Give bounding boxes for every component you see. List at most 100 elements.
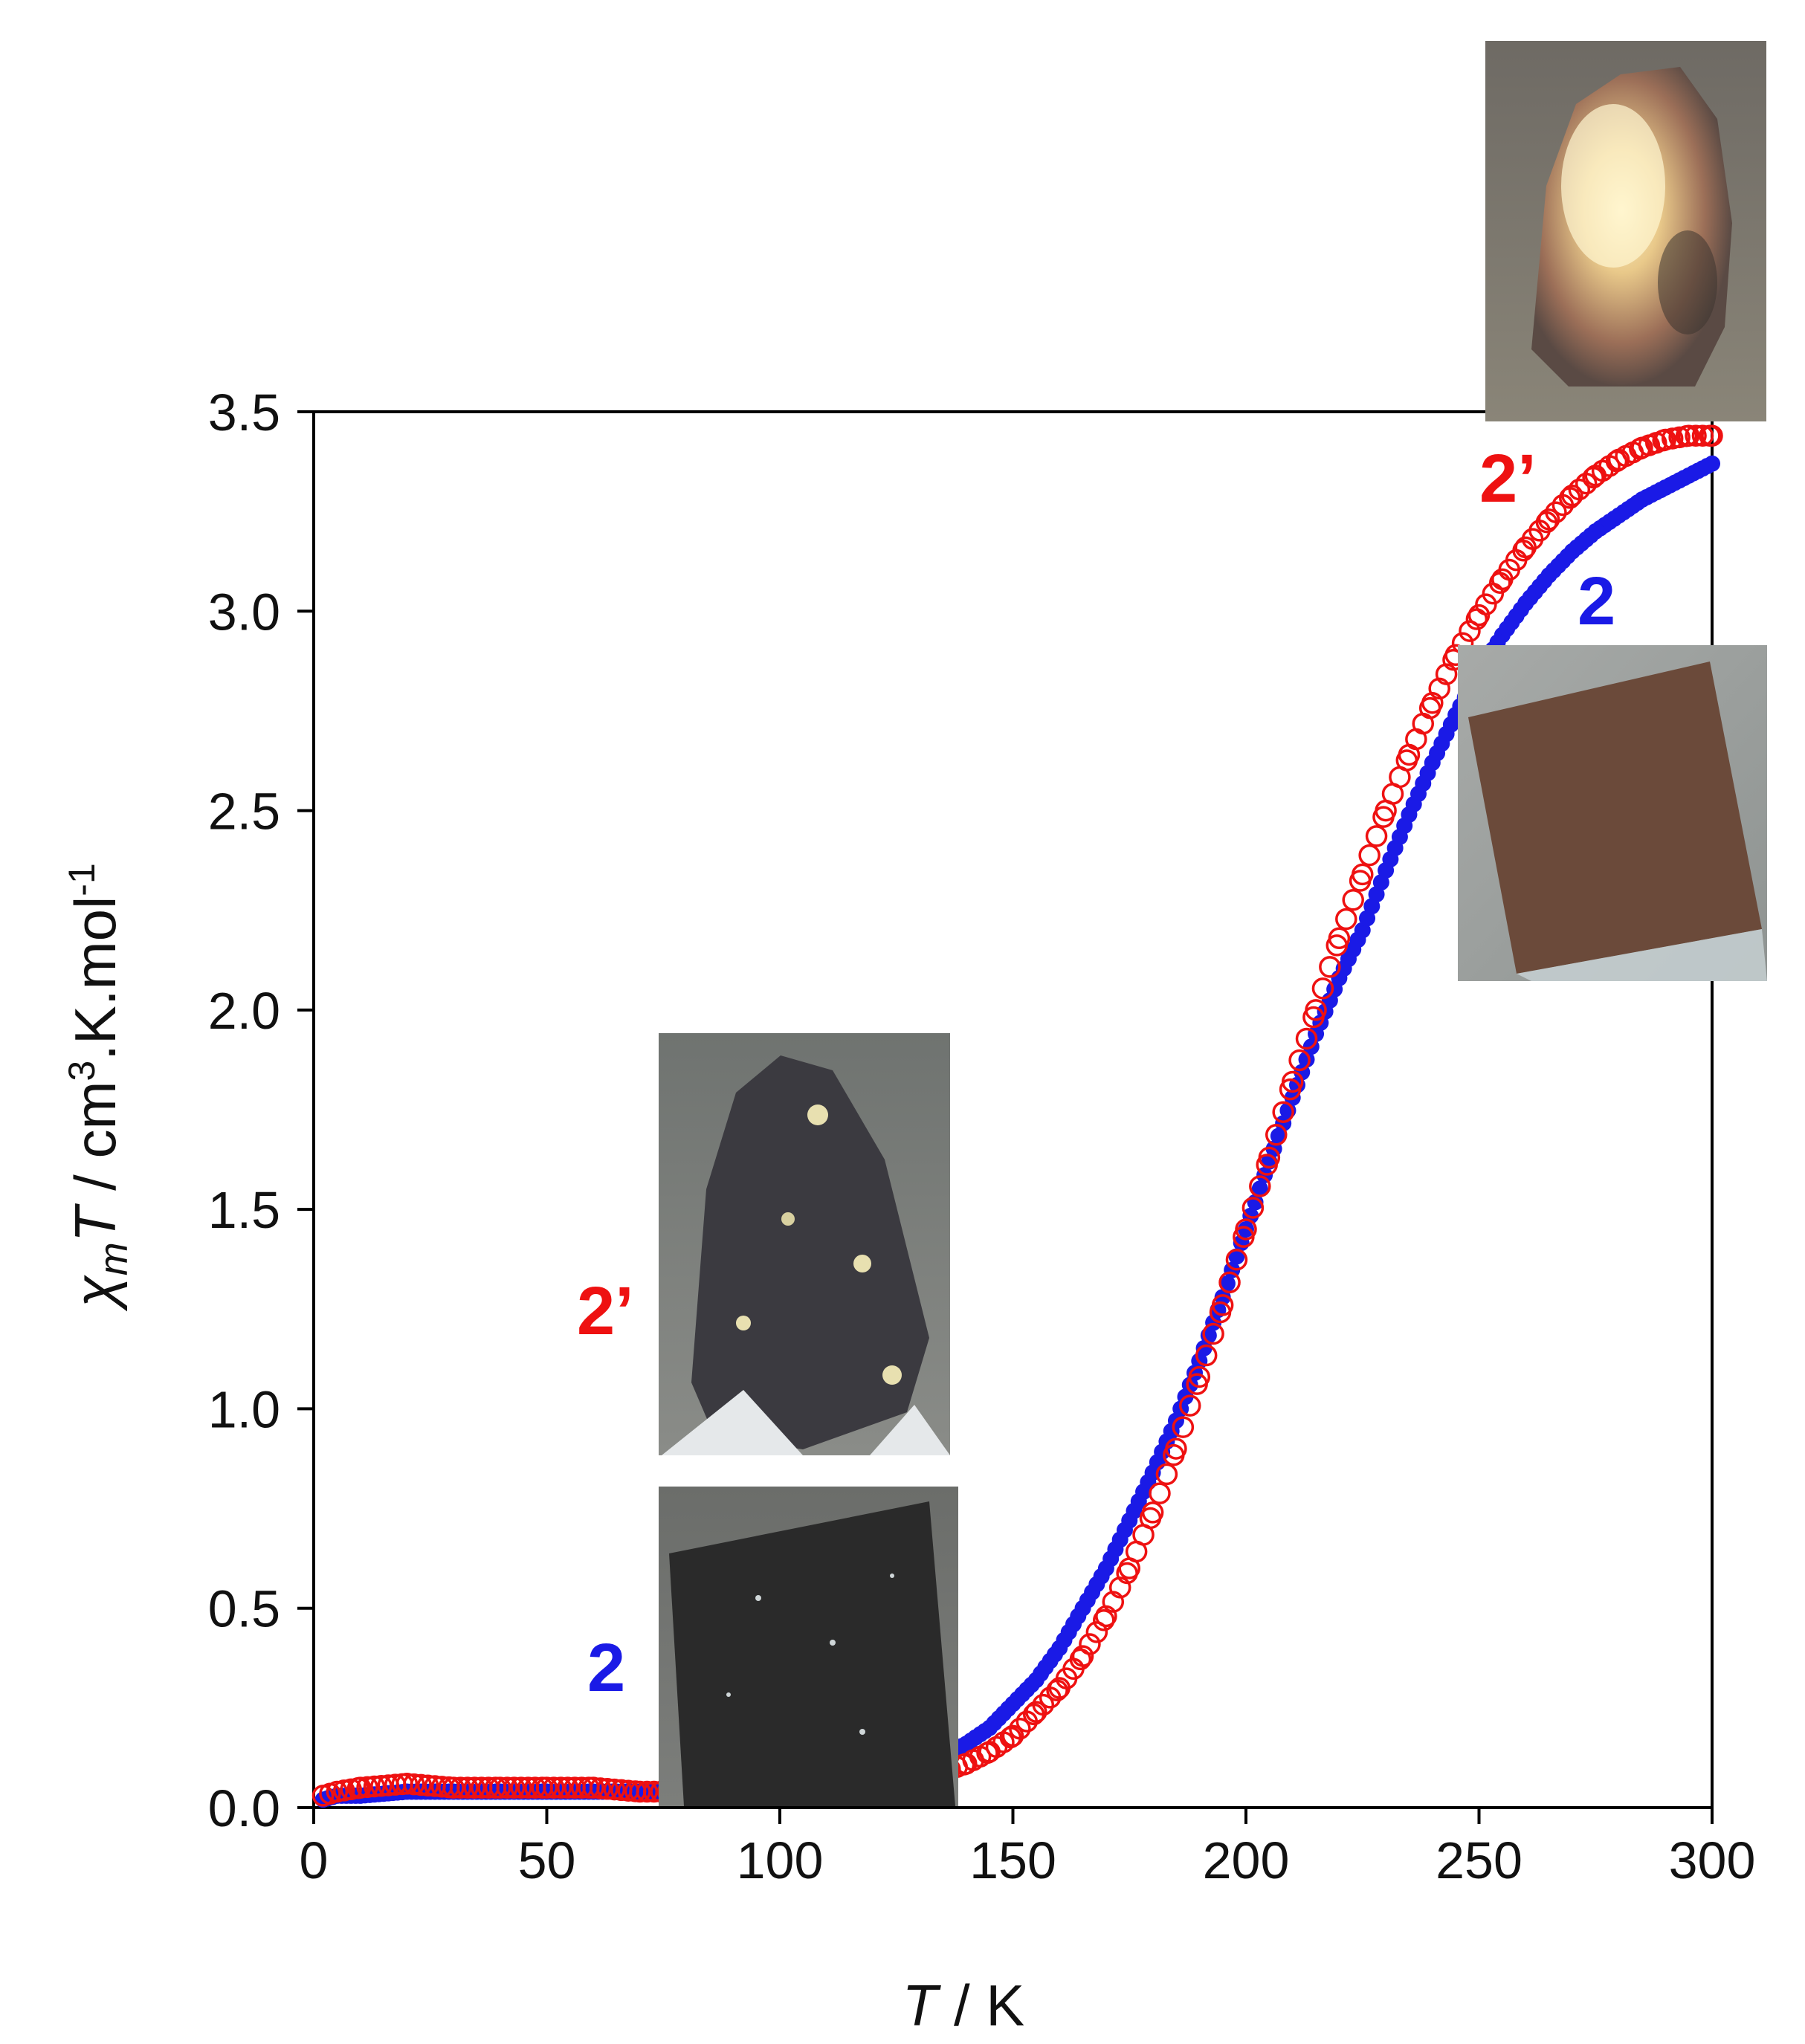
data-point-series-2-prime: [1352, 863, 1374, 886]
x-tick-label: 200: [1203, 1831, 1290, 1889]
data-point-series-2-prime: [1188, 1365, 1211, 1388]
annotation-2-upper: 2: [1578, 563, 1615, 639]
inset-photo-top-right: [1485, 41, 1766, 421]
data-point-series-2-prime: [1085, 1621, 1108, 1643]
data-point-series-2-prime: [603, 1778, 626, 1801]
x-axis-label-unit: / K: [937, 1973, 1024, 2038]
data-point-series-2-prime: [1295, 1027, 1318, 1050]
y-tick-label: 3.0: [208, 583, 280, 641]
data-point-series-2-prime: [1218, 1271, 1241, 1294]
data-point-series-2-prime: [403, 1773, 425, 1796]
y-tick-label: 0.0: [208, 1779, 280, 1837]
data-point-series-2-prime: [589, 1777, 612, 1799]
data-point-series-2: [1704, 455, 1720, 472]
x-tick-label: 250: [1436, 1831, 1523, 1889]
data-point-series-2-prime: [1668, 426, 1691, 449]
data-point-series-2-prime: [449, 1776, 472, 1799]
data-point-series-2-prime: [1319, 956, 1341, 978]
data-point-series-2-prime: [1358, 844, 1381, 867]
data-point-series-2: [1214, 1289, 1231, 1306]
data-point-series-2-prime: [1365, 825, 1388, 847]
data-point-series-2-prime: [349, 1776, 372, 1799]
x-tick-labels: 0 50 100 150 200 250 300: [300, 1831, 1756, 1889]
data-point-series-2-prime: [596, 1778, 619, 1800]
y-tick-label: 3.5: [208, 384, 280, 442]
x-tick-label: 0: [300, 1831, 329, 1889]
y-tick-label: 1.5: [208, 1181, 280, 1239]
data-point-series-2-prime: [1079, 1633, 1101, 1655]
data-point-series-2: [1238, 1220, 1254, 1238]
data-point-series-2-prime: [1071, 1645, 1094, 1667]
data-point-series-2-prime: [456, 1776, 479, 1799]
data-point-series-2-prime: [340, 1778, 362, 1801]
y-axis-label-unit-1: / cm: [62, 1081, 128, 1207]
data-point-series-2-prime: [1335, 908, 1357, 931]
data-point-series-2-prime: [1701, 424, 1723, 447]
data-point-series-2-prime: [489, 1776, 511, 1799]
data-point-series-2-prime: [1265, 1124, 1288, 1146]
data-point-series-2-prime: [410, 1773, 432, 1796]
y-axis-label: χmT / cm3.K.mol-1: [61, 863, 136, 1312]
data-point-series-2-prime: [629, 1780, 651, 1803]
data-point-series-2-prime: [1165, 1437, 1187, 1460]
annotation-2-lower: 2: [587, 1630, 625, 1706]
data-point-series-2-prime: [535, 1776, 558, 1799]
data-point-series-2-prime: [1661, 427, 1684, 450]
data-point-series-2-prime: [395, 1773, 419, 1795]
data-point-series-2-prime: [1241, 1197, 1265, 1219]
data-point-series-2-prime: [326, 1780, 349, 1803]
y-axis-label-t: T: [62, 1203, 128, 1242]
x-axis-label: T / K: [902, 1973, 1025, 2038]
data-point-series-2-prime: [1467, 604, 1491, 627]
data-point-series-2-prime: [363, 1775, 386, 1798]
data-point-series-2-prime: [356, 1776, 378, 1799]
data-point-series-2: [1218, 1275, 1236, 1292]
inset-photo-right: [1458, 645, 1767, 981]
y-tick-labels: 0.0 0.5 1.0 1.5 2.0 2.5 3.0 3.5: [208, 384, 280, 1837]
y-axis-label-sub: m: [91, 1242, 136, 1275]
data-point-series-2-prime: [1272, 1101, 1294, 1123]
data-point-series-2-prime: [582, 1776, 604, 1799]
data-point-series-2-prime: [463, 1776, 486, 1799]
data-point-series-2-prime: [556, 1776, 579, 1799]
y-tick-label: 2.0: [208, 982, 280, 1040]
data-point-series-2-prime: [1561, 484, 1583, 507]
data-point-series-2: [1251, 1180, 1268, 1197]
inset-photo-lower-left: [659, 1487, 958, 1806]
data-point-series-2-prime: [510, 1776, 532, 1799]
data-point-series-2-prime: [416, 1774, 439, 1796]
data-point-series-2-prime: [1032, 1693, 1055, 1716]
data-point-series-2-prime: [1281, 1070, 1304, 1093]
y-axis-label-unit-2: .K.mol: [62, 896, 128, 1061]
annotation-2prime-middle: 2’: [577, 1273, 634, 1349]
data-point-series-2-prime: [1677, 424, 1700, 447]
data-point-series-2-prime: [442, 1776, 465, 1799]
data-point-series-2-prime: [1149, 1482, 1171, 1504]
y-axis-label-sup-2: -1: [61, 863, 103, 896]
data-point-series-2-prime: [1545, 501, 1567, 523]
axis-ticks: [297, 410, 1714, 1824]
data-point-series-2: [1228, 1248, 1245, 1265]
data-point-series-2-prime: [1179, 1394, 1201, 1417]
y-tick-label: 0.5: [208, 1580, 280, 1638]
data-point-series-2-prime: [1141, 1501, 1164, 1524]
data-point-series-2-prime: [1001, 1724, 1024, 1747]
y-tick-label: 1.0: [208, 1380, 280, 1438]
data-point-series-2-prime: [1235, 1218, 1257, 1241]
y-axis-label-chi: χ: [62, 1275, 128, 1312]
data-point-series-2-prime: [1568, 478, 1591, 501]
data-point-series-2-prime: [1328, 927, 1351, 950]
data-point-series-2-prime: [1025, 1701, 1047, 1723]
data-point-series-2-prime: [1202, 1322, 1224, 1345]
data-point-series-2-prime: [496, 1776, 518, 1799]
series-annotations: 2’ 2 2’ 2: [577, 441, 1615, 1706]
data-point-series-2: [1275, 1115, 1292, 1132]
data-point-series-2-prime: [1475, 593, 1497, 615]
data-point-series-2-prime: [1685, 424, 1707, 447]
data-point-series-2: [1298, 1051, 1315, 1068]
data-point-series-2-prime: [636, 1780, 659, 1803]
data-point-series-2-prime: [1249, 1175, 1271, 1197]
x-tick-label: 100: [737, 1831, 824, 1889]
